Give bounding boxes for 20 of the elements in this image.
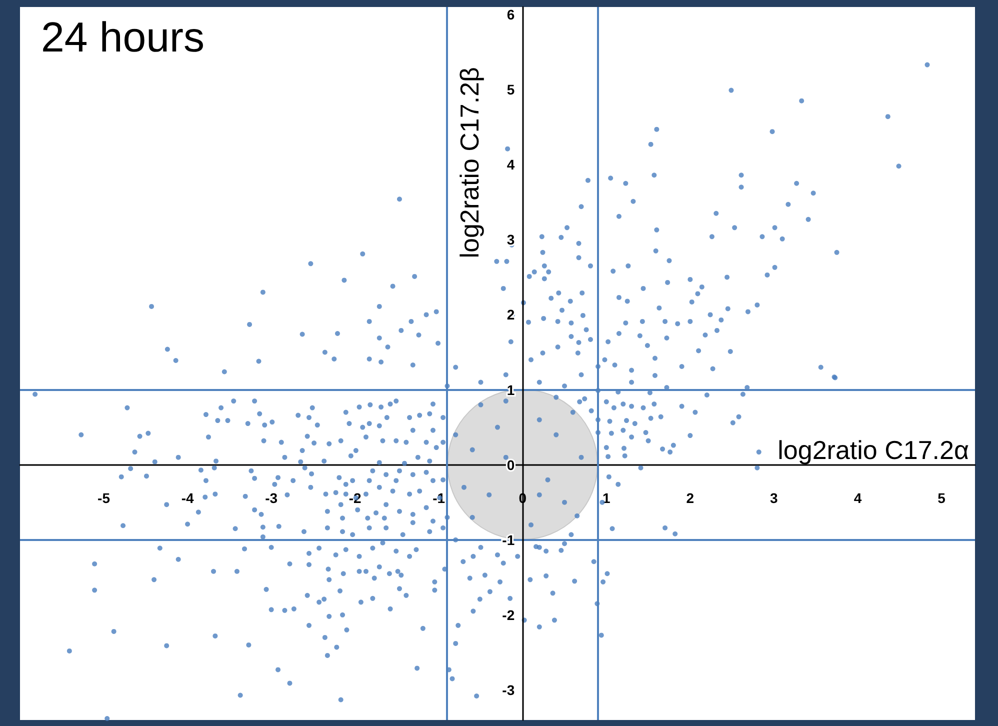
x-tick-label: -3 — [265, 490, 278, 506]
x-tick-label: -5 — [98, 490, 110, 506]
x-tick-label: 3 — [770, 490, 778, 506]
x-tick-label: -2 — [348, 490, 362, 506]
x-axis-title: log2ratio C17.2α — [778, 434, 969, 465]
x-tick-label: 5 — [938, 490, 946, 506]
y-tick-label: 3 — [506, 232, 515, 248]
x-tick-label: -1 — [432, 490, 446, 506]
chart-title: 24 hours — [41, 14, 204, 60]
x-tick-label: 1 — [602, 490, 611, 506]
x-tick-label: 4 — [854, 490, 862, 506]
y-tick-label: 4 — [506, 156, 515, 173]
y-tick-label: -3 — [502, 682, 515, 698]
y-tick-label: 5 — [506, 82, 515, 98]
y-tick-label: -2 — [502, 606, 515, 623]
x-tick-label: 2 — [686, 490, 694, 506]
y-tick-label: 2 — [506, 306, 515, 323]
x-tick-label: -4 — [181, 490, 194, 506]
y-tick-label: 6 — [506, 6, 515, 23]
y-axis-title: log2ratio C17.2β — [454, 67, 485, 258]
